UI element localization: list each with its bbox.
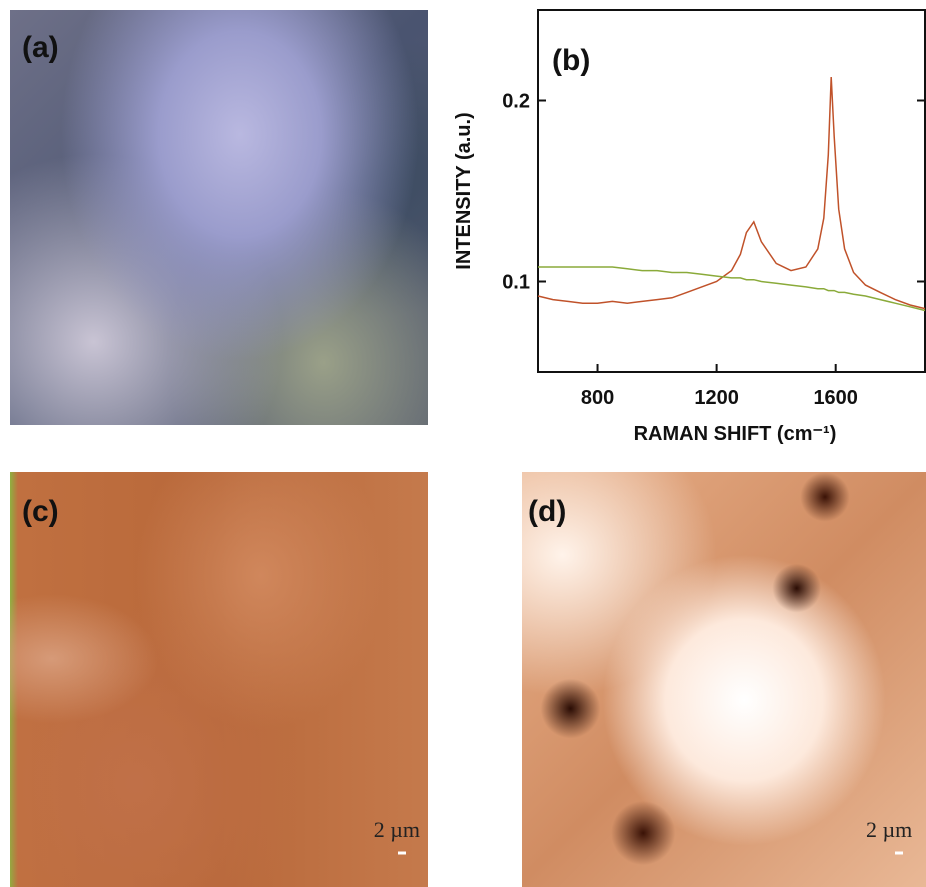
figure: (a) (b) (c) (d) 2 µm 2 µm INTENSITY (a.u… <box>0 0 926 887</box>
panel-label: (b) <box>552 44 590 77</box>
y-axis-label: INTENSITY (a.u.) <box>453 112 475 269</box>
x-axis-label: RAMAN SHIFT (cm⁻¹) <box>634 423 837 445</box>
panel-label: (a) <box>22 31 59 64</box>
y-tick-label: 0.2 <box>502 91 530 113</box>
spectrum-line <box>538 77 925 309</box>
y-tick-label: 0.1 <box>502 272 530 294</box>
x-tick-label: 1600 <box>813 387 858 409</box>
panel-label: (d) <box>528 495 566 528</box>
scale-label: 2 µm <box>374 817 420 842</box>
spectrum-line <box>538 267 925 311</box>
plot-frame <box>538 10 925 372</box>
scale-label: 2 µm <box>866 817 912 842</box>
x-tick-label: 1200 <box>694 387 739 409</box>
panel-label: (c) <box>22 495 59 528</box>
page: (a) (b) (c) (d) 2 µm 2 µm INTENSITY (a.u… <box>0 0 926 887</box>
x-tick-label: 800 <box>581 387 614 409</box>
